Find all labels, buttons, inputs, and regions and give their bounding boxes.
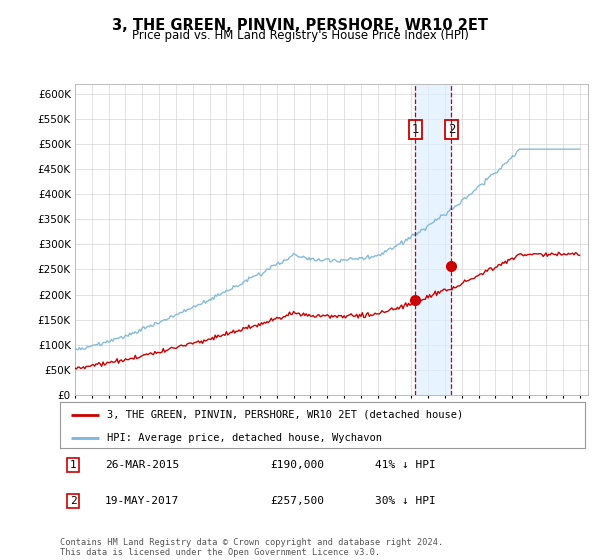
Bar	[415, 84, 451, 395]
Text: 2: 2	[448, 123, 455, 136]
Text: 3, THE GREEN, PINVIN, PERSHORE, WR10 2ET: 3, THE GREEN, PINVIN, PERSHORE, WR10 2ET	[112, 18, 488, 34]
Text: 2: 2	[70, 496, 77, 506]
Text: 26-MAR-2015: 26-MAR-2015	[104, 460, 179, 470]
Text: 30% ↓ HPI: 30% ↓ HPI	[375, 496, 436, 506]
Text: HPI: Average price, detached house, Wychavon: HPI: Average price, detached house, Wych…	[107, 433, 382, 443]
Text: £257,500: £257,500	[270, 496, 324, 506]
Text: £190,000: £190,000	[270, 460, 324, 470]
Text: 1: 1	[412, 123, 419, 136]
Text: 41% ↓ HPI: 41% ↓ HPI	[375, 460, 436, 470]
Text: 3, THE GREEN, PINVIN, PERSHORE, WR10 2ET (detached house): 3, THE GREEN, PINVIN, PERSHORE, WR10 2ET…	[107, 410, 464, 420]
Text: Price paid vs. HM Land Registry's House Price Index (HPI): Price paid vs. HM Land Registry's House …	[131, 29, 469, 42]
Text: 1: 1	[70, 460, 77, 470]
Text: 19-MAY-2017: 19-MAY-2017	[104, 496, 179, 506]
Text: Contains HM Land Registry data © Crown copyright and database right 2024.
This d: Contains HM Land Registry data © Crown c…	[60, 538, 443, 557]
